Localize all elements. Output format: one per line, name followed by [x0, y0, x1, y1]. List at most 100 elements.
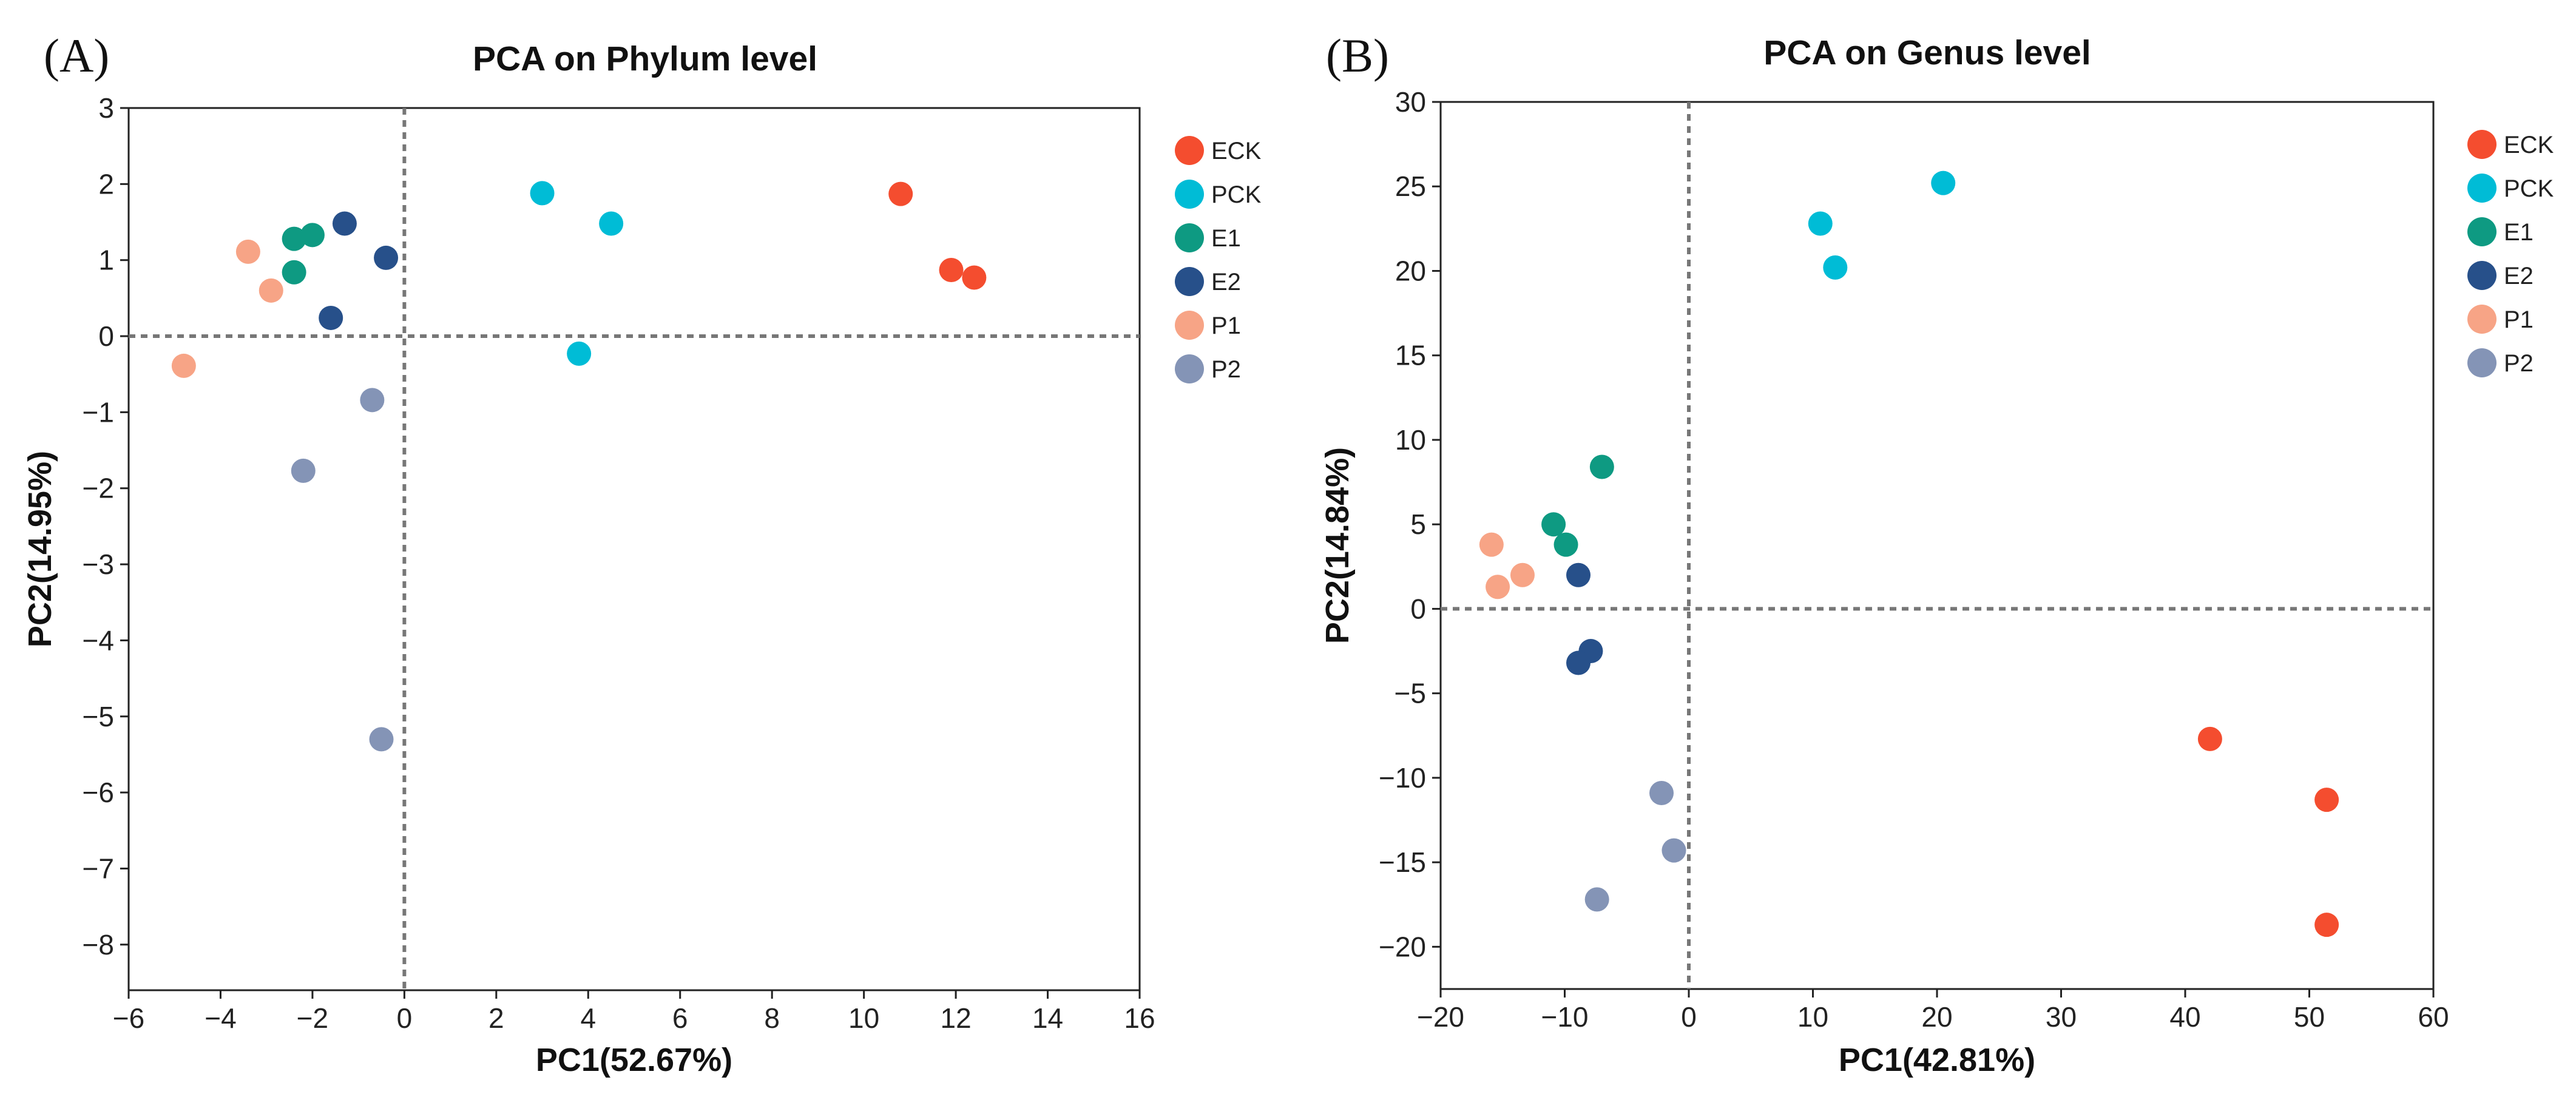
chart2-y-tick-label: 0 [1410, 593, 1426, 624]
chart2-legend-marker-pck [2467, 174, 2497, 203]
chart1-title: PCA on Phylum level [473, 39, 817, 78]
chart2-point-e1 [1589, 454, 1614, 479]
chart1-point-e2 [374, 245, 399, 270]
chart1-y-tick-label: −7 [83, 852, 114, 884]
chart2-point-e2 [1566, 650, 1591, 675]
chart2-x-tick-label: −20 [1417, 1001, 1464, 1033]
chart1-x-tick-label: 14 [1032, 1002, 1063, 1034]
chart1-point-e2 [319, 305, 343, 330]
chart1-legend-marker-p2 [1175, 354, 1204, 383]
chart2-y-tick-label: 5 [1410, 508, 1426, 540]
chart2-legend-label-p2: P2 [2504, 350, 2534, 377]
chart1-x-tick-label: 12 [941, 1002, 972, 1034]
chart2-legend-label-p1: P1 [2504, 306, 2534, 333]
chart2-title: PCA on Genus level [1763, 33, 2091, 72]
chart1-point-p1 [171, 353, 196, 378]
chart1-legend-marker-eck [1175, 136, 1204, 165]
chart1-x-tick-label: 10 [848, 1002, 879, 1034]
chart2-point-p2 [1649, 780, 1674, 805]
chart2-y-axis-label: PC2(14.84%) [1319, 447, 1356, 644]
chart2-point-pck [1931, 170, 1956, 195]
chart2-y-tick-label: 15 [1395, 340, 1426, 371]
chart2-y-tick-label: −15 [1379, 846, 1426, 878]
chart2-point-e2 [1566, 562, 1591, 587]
chart1-point-pck [530, 181, 555, 206]
chart1-point-eck [962, 265, 987, 290]
chart2-point-pck [1823, 255, 1848, 280]
chart1-y-tick-label: 0 [98, 320, 114, 352]
chart1-x-tick-label: 6 [672, 1002, 688, 1034]
chart1-legend-label-pck: PCK [1211, 181, 1262, 208]
chart1-point-eck [888, 181, 913, 206]
chart1-x-tick-label: −4 [205, 1002, 236, 1034]
chart1-point-p1 [235, 239, 260, 264]
chart2-x-tick-label: 40 [2169, 1001, 2200, 1033]
chart2-legend-marker-p2 [2467, 348, 2497, 377]
chart1-point-p2 [291, 458, 316, 483]
chart2-point-eck [2314, 788, 2339, 812]
chart2-y-tick-label: −5 [1394, 678, 1426, 709]
chart1-y-tick-label: −2 [83, 473, 114, 504]
chart1-x-tick-label: 4 [580, 1002, 596, 1034]
chart2-legend-label-pck: PCK [2504, 175, 2554, 202]
chart1-x-tick-label: 8 [764, 1002, 780, 1034]
chart1-x-tick-label: 0 [397, 1002, 413, 1034]
chart2-x-tick-label: −10 [1541, 1001, 1588, 1033]
chart1-x-tick-label: 2 [488, 1002, 504, 1034]
chart2-point-eck [2314, 913, 2339, 937]
chart2-x-tick-label: 50 [2294, 1001, 2325, 1033]
chart2-legend-marker-p1 [2467, 305, 2497, 334]
chart1-legend-marker-p1 [1175, 311, 1204, 340]
chart1-point-pck [599, 211, 624, 236]
chart1-x-tick-label: −6 [113, 1002, 144, 1034]
chart1-point-e1 [282, 226, 306, 251]
chart2-y-tick-label: 10 [1395, 424, 1426, 456]
chart1-y-tick-label: 1 [98, 245, 114, 276]
chart1-point-p2 [369, 727, 394, 752]
chart2-x-tick-label: 10 [1797, 1001, 1828, 1033]
chart1-point-pck [567, 341, 592, 366]
chart1-legend-label-p2: P2 [1211, 356, 1241, 383]
chart2-plot-frame [1439, 101, 2435, 990]
chart1-y-tick-label: −4 [83, 624, 114, 656]
chart2-legend-marker-e1 [2467, 217, 2497, 246]
chart1-panel-label: (A) [44, 29, 109, 82]
chart2-point-p1 [1486, 575, 1510, 599]
chart1-legend-marker-e2 [1175, 267, 1204, 296]
chart1-legend-label-eck: ECK [1211, 138, 1262, 164]
chart1-point-p2 [360, 388, 385, 413]
chart2-y-tick-label: 30 [1395, 86, 1426, 118]
chart1-x-tick-label: −2 [297, 1002, 328, 1034]
chart2-point-p1 [1479, 532, 1504, 557]
chart1-x-axis-label: PC1(52.67%) [536, 1042, 732, 1078]
chart2-legend-label-eck: ECK [2504, 132, 2554, 158]
chart1-point-e1 [282, 260, 306, 285]
chart1-y-tick-label: −3 [83, 549, 114, 580]
chart1-y-tick-label: −5 [83, 701, 114, 732]
chart1-point-e1 [300, 223, 325, 248]
chart1-y-tick-label: −6 [83, 777, 114, 808]
chart1-y-tick-label: −8 [83, 929, 114, 960]
chart1-legend-marker-e1 [1175, 223, 1204, 252]
chart1-legend-label-p1: P1 [1211, 312, 1241, 339]
chart2-x-tick-label: 60 [2418, 1001, 2449, 1033]
chart2-x-tick-label: 0 [1681, 1001, 1697, 1033]
chart2-legend-label-e1: E1 [2504, 219, 2534, 246]
chart1-legend-label-e2: E2 [1211, 269, 1241, 295]
chart2-y-tick-label: 20 [1395, 255, 1426, 286]
chart1-y-axis-label: PC2(14.95%) [22, 451, 58, 647]
chart2-legend-marker-eck [2467, 130, 2497, 159]
chart2-legend-label-e2: E2 [2504, 263, 2534, 289]
chart1-legend-marker-pck [1175, 180, 1204, 209]
chart2-point-e1 [1541, 512, 1566, 537]
chart2-y-tick-label: 25 [1395, 170, 1426, 202]
chart2-y-tick-label: −10 [1379, 762, 1426, 794]
chart1-legend-label-e1: E1 [1211, 225, 1241, 252]
chart2-x-tick-label: 30 [2046, 1001, 2077, 1033]
chart2-point-pck [1808, 211, 1833, 236]
chart1-point-eck [939, 257, 964, 282]
chart1-point-e2 [332, 211, 357, 236]
chart2-panel-label: (B) [1326, 29, 1389, 82]
chart2-point-e1 [1553, 532, 1578, 557]
